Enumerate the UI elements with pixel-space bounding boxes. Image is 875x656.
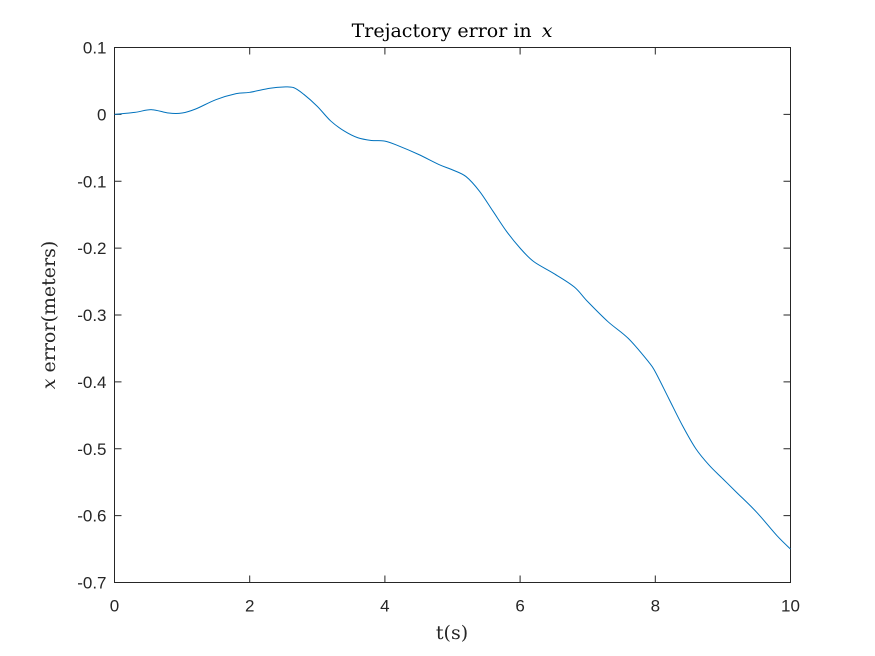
y-tick-label: -0.2 bbox=[77, 239, 106, 258]
y-tick-label: 0 bbox=[97, 105, 106, 124]
x-tick-label: 2 bbox=[245, 597, 254, 616]
y-tick-label: -0.3 bbox=[77, 306, 106, 325]
y-tick-label: -0.5 bbox=[77, 440, 106, 459]
y-axis-label-variable: x bbox=[38, 378, 60, 389]
x-tick-label: 8 bbox=[651, 597, 660, 616]
x-tick-label: 0 bbox=[110, 597, 119, 616]
series-line-x-error bbox=[114, 86, 791, 550]
x-axis-label: t(s) bbox=[436, 622, 468, 644]
y-tick-label: -0.7 bbox=[77, 574, 106, 593]
chart-title-variable: x bbox=[542, 20, 553, 42]
y-axis-label: x error(meters) bbox=[38, 241, 60, 390]
y-tick-label: -0.4 bbox=[77, 373, 106, 392]
x-tick-label: 10 bbox=[781, 597, 800, 616]
x-tick-label: 4 bbox=[380, 597, 389, 616]
y-axis-ticks: 0.1 0 -0.1 -0.2 -0.3 -0.4 -0.5 -0.6 -0.7 bbox=[77, 39, 791, 593]
x-axis-ticks: 0 2 4 6 8 10 bbox=[110, 47, 800, 616]
y-tick-label: 0.1 bbox=[83, 39, 107, 58]
series-layer bbox=[114, 86, 791, 550]
chart-title: Trejactory error in x bbox=[352, 20, 553, 42]
plot-area bbox=[114, 47, 791, 583]
y-tick-label: -0.6 bbox=[77, 507, 106, 526]
plot-frame bbox=[114, 47, 791, 583]
y-tick-label: -0.1 bbox=[77, 172, 106, 191]
x-tick-label: 6 bbox=[515, 597, 524, 616]
